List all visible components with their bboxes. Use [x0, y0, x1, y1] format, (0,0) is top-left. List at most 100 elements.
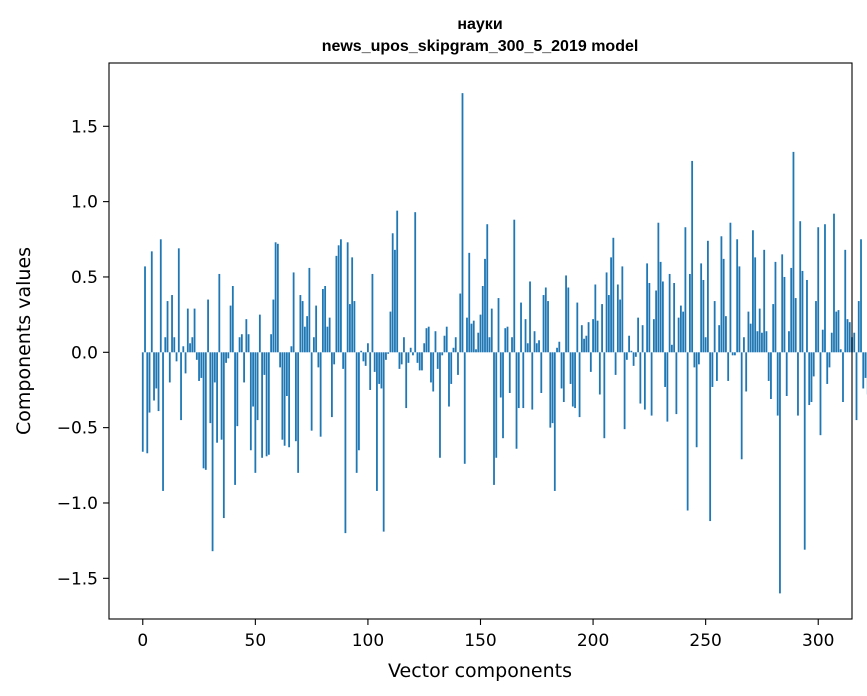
bar — [713, 301, 716, 353]
bar — [432, 352, 435, 392]
bar — [355, 352, 358, 473]
bar — [340, 239, 342, 353]
bar — [159, 239, 162, 353]
bar — [378, 352, 381, 384]
bar — [463, 352, 466, 464]
bar — [207, 299, 209, 353]
bar — [157, 352, 160, 412]
bar — [195, 352, 198, 360]
bar — [189, 343, 191, 353]
bar — [265, 352, 268, 457]
bar — [315, 305, 318, 353]
bar — [434, 331, 437, 353]
bar — [403, 337, 405, 353]
bar — [763, 249, 766, 353]
bar — [693, 352, 696, 368]
bar — [150, 251, 153, 353]
bar — [454, 337, 457, 353]
bar — [303, 326, 306, 353]
bar — [200, 352, 203, 378]
bar — [666, 352, 669, 422]
bar — [168, 352, 171, 383]
bar — [231, 286, 234, 353]
bar — [770, 352, 772, 400]
bar — [380, 352, 383, 389]
bar — [623, 352, 626, 430]
bar — [540, 352, 543, 393]
bar — [578, 352, 581, 418]
bar — [148, 352, 151, 413]
bar — [312, 337, 315, 353]
bar — [141, 352, 144, 452]
bar — [222, 352, 225, 519]
bar — [173, 337, 176, 353]
bar — [828, 352, 831, 368]
bar — [499, 352, 502, 398]
bar — [391, 233, 394, 353]
bar — [369, 352, 372, 390]
bar — [249, 352, 252, 451]
bar — [398, 352, 401, 369]
bar — [670, 344, 673, 353]
bar — [342, 352, 345, 369]
bar — [799, 221, 802, 353]
bar — [826, 352, 829, 384]
bar — [423, 343, 426, 353]
bar — [267, 352, 270, 455]
bar — [382, 352, 385, 532]
bar — [515, 352, 518, 449]
bar — [607, 295, 610, 353]
bar — [621, 266, 624, 353]
bar — [191, 337, 194, 353]
bar — [229, 305, 232, 353]
bar — [725, 316, 727, 353]
y-tick-label: 1.0 — [71, 193, 98, 213]
bar — [716, 352, 718, 381]
y-tick-label: −1.0 — [57, 494, 98, 514]
bar — [860, 239, 862, 353]
bar — [443, 335, 446, 353]
bar — [470, 323, 473, 353]
bar — [452, 347, 455, 353]
bar — [459, 293, 462, 353]
bar — [758, 308, 761, 353]
bar — [198, 352, 200, 381]
bar — [407, 352, 410, 363]
bar — [594, 284, 597, 353]
bar — [682, 311, 685, 353]
bar — [441, 352, 444, 356]
bar — [236, 352, 239, 427]
bar — [218, 273, 221, 353]
bar — [281, 352, 284, 440]
bar — [668, 273, 671, 353]
bar — [360, 350, 363, 353]
bar — [529, 281, 531, 353]
bar — [655, 290, 658, 353]
bar — [576, 302, 579, 353]
bar — [673, 282, 676, 353]
bar — [745, 352, 748, 392]
bar — [371, 273, 374, 353]
y-axis-ticks: −1.5 −1.0 −0.5 0.0 0.5 1.0 1.5 — [57, 117, 109, 589]
bar — [475, 349, 477, 353]
bar — [472, 320, 475, 353]
bar — [364, 352, 367, 366]
bar — [175, 352, 178, 362]
bar — [308, 267, 311, 353]
bar — [387, 352, 390, 354]
bar — [276, 243, 279, 353]
bar — [677, 317, 680, 353]
bar — [162, 352, 164, 491]
bar — [211, 352, 214, 552]
bar — [691, 160, 694, 353]
bar — [610, 257, 612, 353]
bar — [508, 352, 511, 393]
bar — [344, 352, 347, 534]
bar — [439, 352, 441, 458]
bar — [767, 352, 770, 381]
bar — [772, 304, 775, 353]
bar — [743, 337, 745, 353]
bar — [853, 332, 856, 353]
bar — [734, 352, 736, 356]
